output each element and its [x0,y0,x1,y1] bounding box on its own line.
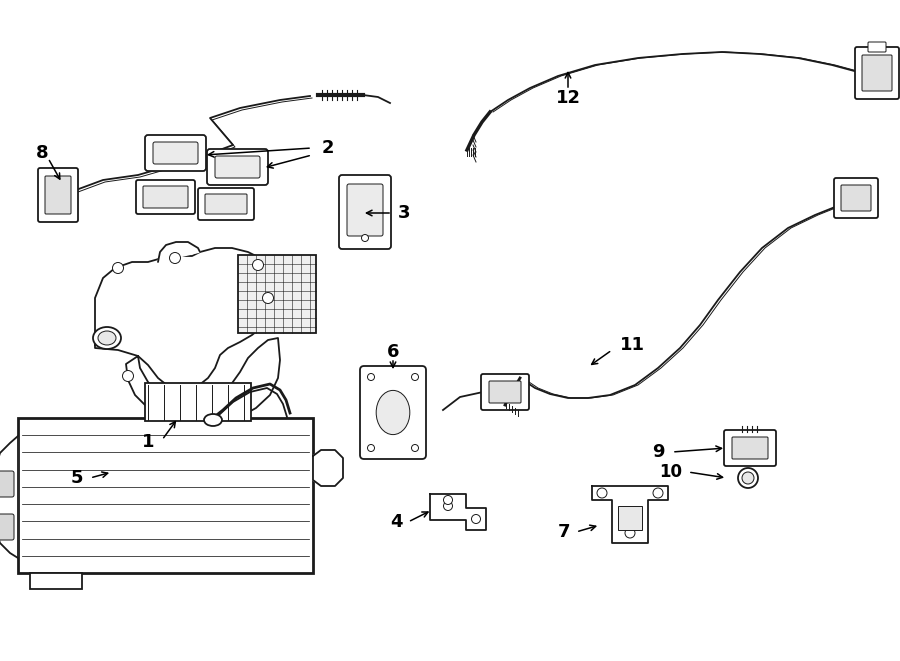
Text: 9: 9 [652,443,665,461]
Ellipse shape [253,260,264,270]
FancyBboxPatch shape [38,168,78,222]
FancyBboxPatch shape [145,135,206,171]
FancyBboxPatch shape [481,374,529,410]
FancyBboxPatch shape [0,471,14,497]
Bar [30,573,82,589]
Text: 7: 7 [557,523,570,541]
FancyBboxPatch shape [136,180,195,214]
Polygon shape [592,486,668,543]
FancyBboxPatch shape [0,514,14,540]
FancyBboxPatch shape [153,142,198,164]
Ellipse shape [98,331,116,345]
Polygon shape [313,450,343,486]
Ellipse shape [362,235,368,241]
FancyBboxPatch shape [215,156,260,178]
FancyBboxPatch shape [205,194,247,214]
FancyBboxPatch shape [489,381,521,403]
Text: 8: 8 [36,144,49,162]
Text: 3: 3 [398,204,410,222]
Ellipse shape [112,262,123,274]
FancyBboxPatch shape [862,55,892,91]
FancyBboxPatch shape [143,186,188,208]
Ellipse shape [653,488,663,498]
FancyBboxPatch shape [207,149,268,185]
Polygon shape [430,494,486,530]
Text: 12: 12 [555,89,580,107]
Ellipse shape [122,371,133,381]
FancyBboxPatch shape [724,430,776,466]
Ellipse shape [411,373,418,381]
Ellipse shape [204,414,222,426]
FancyBboxPatch shape [868,42,886,52]
FancyBboxPatch shape [841,185,871,211]
Text: 5: 5 [70,469,83,487]
Ellipse shape [625,528,635,538]
FancyBboxPatch shape [45,176,71,214]
Ellipse shape [742,472,754,484]
Ellipse shape [367,373,374,381]
Bar [18,418,313,573]
Text: 1: 1 [142,433,154,451]
Polygon shape [0,436,18,558]
Bar [145,383,251,421]
Polygon shape [126,338,280,424]
Ellipse shape [472,514,481,524]
Ellipse shape [169,253,181,264]
Text: 11: 11 [620,336,645,354]
Polygon shape [158,242,200,262]
FancyBboxPatch shape [360,366,426,459]
FancyBboxPatch shape [834,178,878,218]
FancyBboxPatch shape [339,175,391,249]
FancyBboxPatch shape [732,437,768,459]
Text: 6: 6 [387,343,400,361]
Ellipse shape [738,468,758,488]
Ellipse shape [597,488,607,498]
Ellipse shape [93,327,121,349]
Text: 4: 4 [391,513,403,531]
Text: 2: 2 [322,139,335,157]
Ellipse shape [367,444,374,451]
Text: 10: 10 [659,463,682,481]
Ellipse shape [444,502,453,510]
Ellipse shape [411,444,418,451]
Ellipse shape [376,391,410,434]
Ellipse shape [444,496,453,504]
FancyBboxPatch shape [855,47,899,99]
FancyBboxPatch shape [198,188,254,220]
Bar [238,255,316,333]
Polygon shape [95,248,276,390]
FancyBboxPatch shape [347,184,383,236]
FancyBboxPatch shape [618,506,642,530]
Ellipse shape [263,293,274,303]
